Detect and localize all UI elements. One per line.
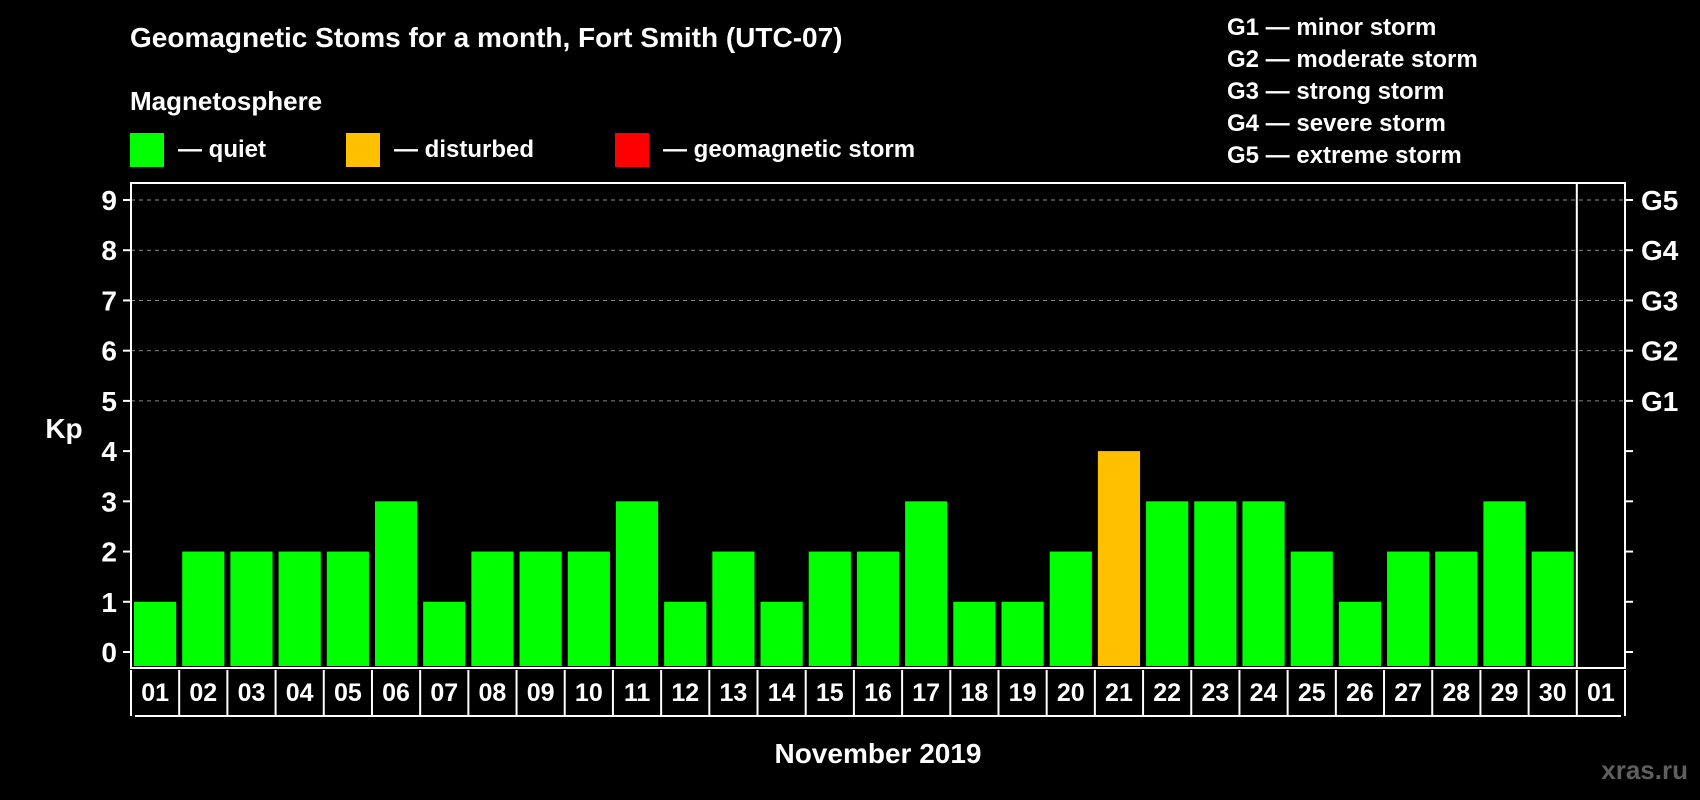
x-tick-label-05: 05 [334, 679, 362, 707]
y-tick-label-9: 9 [101, 185, 117, 216]
bar-day-16 [856, 551, 900, 666]
bar-day-27 [1387, 551, 1430, 666]
scale-item-g5: G5 — extreme storm [1227, 142, 1462, 169]
scale-item-g3: G3 — strong storm [1227, 78, 1445, 105]
g-level-label-G5: G5 [1641, 185, 1678, 216]
bar-day-15 [808, 551, 851, 666]
bar-day-23 [1194, 501, 1237, 666]
bar-day-03 [230, 551, 273, 666]
scale-item-g1: G1 — minor storm [1227, 14, 1437, 41]
scale-item-g4: G4 — severe storm [1227, 110, 1446, 137]
bar-day-25 [1290, 551, 1333, 666]
g-level-label-G3: G3 [1641, 285, 1678, 316]
x-tick-label-26: 26 [1346, 679, 1374, 707]
bar-day-14 [760, 601, 803, 666]
bar-day-17 [905, 501, 948, 666]
bar-day-02 [182, 551, 225, 666]
watermark: xras.ru [1601, 755, 1688, 785]
bar-day-07 [423, 601, 466, 666]
x-tick-label-11: 11 [624, 679, 651, 707]
x-tick-label-22: 22 [1153, 679, 1181, 707]
x-tick-label-20: 20 [1057, 679, 1085, 707]
bar-day-08 [471, 551, 514, 666]
x-tick-label-27: 27 [1394, 679, 1422, 707]
y-tick-label-8: 8 [101, 235, 117, 266]
x-tick-label-16: 16 [864, 679, 892, 707]
x-tick-label-12: 12 [671, 679, 699, 707]
bar-day-30 [1531, 551, 1574, 666]
bar-day-22 [1146, 501, 1189, 666]
bar-day-20 [1049, 551, 1092, 666]
bar-day-11 [615, 501, 659, 666]
x-tick-label-29: 29 [1491, 679, 1519, 707]
bar-day-05 [326, 551, 369, 666]
legend-storm-swatch [615, 133, 649, 167]
bar-day-24 [1242, 501, 1285, 666]
g-level-label-G4: G4 [1641, 235, 1679, 266]
x-tick-label-01: 01 [141, 679, 169, 707]
x-tick-label-14: 14 [768, 679, 796, 707]
x-tick-label-10: 10 [575, 679, 603, 707]
x-tick-label-25: 25 [1298, 679, 1326, 707]
y-tick-label-5: 5 [101, 386, 117, 417]
x-tick-label-02: 02 [189, 679, 217, 707]
chart-subtitle: Magnetosphere [130, 86, 323, 116]
x-tick-label-03: 03 [238, 679, 266, 707]
x-tick-label-15: 15 [816, 679, 844, 707]
storm-scale-legend: G1 — minor storm G2 — moderate storm G3 … [1227, 12, 1478, 172]
legend-quiet: — quiet [130, 133, 266, 167]
bar-day-09 [519, 551, 562, 666]
y-tick-label-3: 3 [101, 486, 117, 517]
bar-day-21 [1097, 451, 1141, 666]
legend-disturbed-label: — disturbed [394, 136, 535, 163]
y-tick-label-6: 6 [101, 336, 117, 367]
y-tick-label-7: 7 [101, 285, 117, 316]
x-tick-label-21: 21 [1105, 679, 1133, 707]
legend-disturbed-swatch [346, 133, 380, 167]
x-tick-label-04: 04 [286, 679, 314, 707]
g-level-label-G2: G2 [1641, 336, 1678, 367]
bar-day-01 [134, 601, 177, 666]
chart-title: Geomagnetic Stoms for a month, Fort Smit… [130, 22, 843, 53]
bar-day-26 [1338, 601, 1382, 666]
x-tick-label-19: 19 [1009, 679, 1037, 707]
x-axis-label: November 2019 [774, 738, 981, 769]
x-tick-label-08: 08 [479, 679, 507, 707]
y-tick-label-2: 2 [101, 537, 117, 568]
legend-storm-label: — geomagnetic storm [663, 136, 916, 163]
x-tick-label-24: 24 [1250, 679, 1278, 707]
legend-quiet-swatch [130, 133, 164, 167]
legend-storm: — geomagnetic storm [615, 133, 915, 167]
x-tick-label-06: 06 [382, 679, 410, 707]
bar-day-10 [567, 551, 610, 666]
bar-day-18 [953, 601, 996, 666]
x-tick-label-17: 17 [912, 679, 940, 707]
x-tick-label-13: 13 [720, 679, 748, 707]
scale-item-g2: G2 — moderate storm [1227, 46, 1478, 73]
y-tick-label-0: 0 [101, 637, 117, 668]
y-tick-label-4: 4 [101, 436, 117, 467]
x-tick-label-01: 01 [1587, 679, 1615, 707]
bar-day-04 [278, 551, 321, 666]
y-axis-label: Kp [45, 413, 82, 444]
x-tick-label-07: 07 [430, 679, 458, 707]
bar-day-19 [1001, 601, 1044, 666]
legend-quiet-label: — quiet [178, 136, 266, 163]
bar-day-29 [1483, 501, 1526, 666]
x-tick-label-18: 18 [960, 679, 988, 707]
bar-day-13 [712, 551, 755, 666]
y-tick-label-1: 1 [101, 587, 117, 618]
bar-day-06 [374, 501, 418, 666]
x-tick-label-09: 09 [527, 679, 555, 707]
g-level-label-G1: G1 [1641, 386, 1678, 417]
bar-day-12 [664, 601, 707, 666]
bar-day-28 [1435, 551, 1478, 666]
plot-frame [130, 182, 1626, 669]
legend-disturbed: — disturbed [346, 133, 534, 167]
x-tick-label-28: 28 [1442, 679, 1470, 707]
x-tick-label-23: 23 [1201, 679, 1229, 707]
x-tick-label-30: 30 [1539, 679, 1567, 707]
